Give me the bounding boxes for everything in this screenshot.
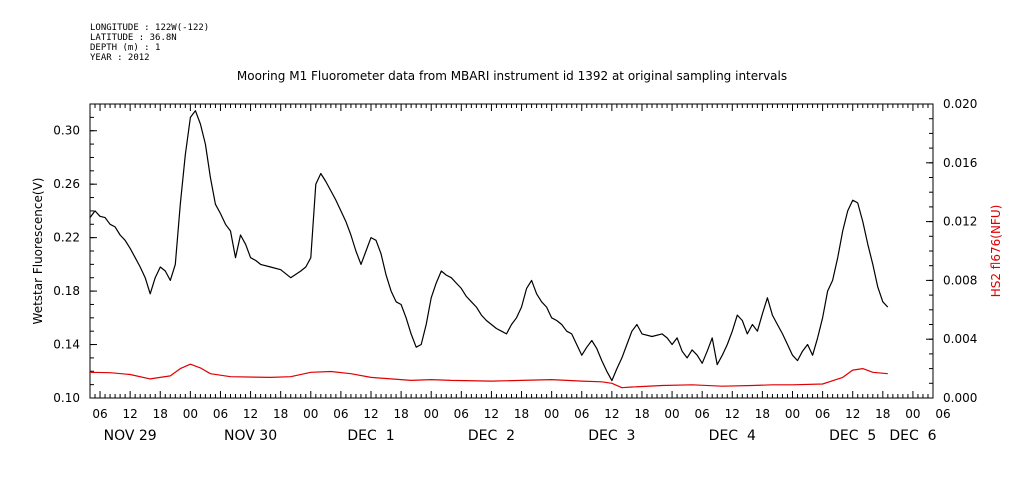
x-hour-tick-label: 12 [845, 407, 860, 421]
series-line-wetstar [89, 110, 889, 382]
x-day-label: DEC 6 [889, 428, 936, 444]
series-lines [89, 110, 889, 389]
x-hour-tick-label: 12 [363, 407, 378, 421]
x-hour-tick-label: 12 [484, 407, 499, 421]
x-hour-tick-label: 18 [514, 407, 529, 421]
x-day-label: NOV 29 [104, 428, 157, 444]
y-right-tick-label: 0.004 [943, 332, 977, 346]
x-hour-tick-label: 00 [544, 407, 559, 421]
x-day-label: DEC 2 [468, 428, 515, 444]
meta-longitude: LONGITUDE : 122W(-122) [90, 23, 209, 33]
x-hour-tick-label: 18 [755, 407, 770, 421]
metadata-block: LONGITUDE : 122W(-122) LATITUDE : 36.8N … [90, 23, 209, 63]
x-hour-tick-label: 06 [935, 407, 950, 421]
x-hour-tick-label: 18 [875, 407, 890, 421]
meta-depth: DEPTH (m) : 1 [90, 43, 160, 53]
x-hour-tick-label: 18 [273, 407, 288, 421]
y-left-tick-label: 0.18 [53, 284, 80, 298]
x-day-label: DEC 3 [588, 428, 635, 444]
x-hour-tick-label: 18 [153, 407, 168, 421]
x-hour-tick-label: 06 [815, 407, 830, 421]
y-left-tick-label: 0.14 [53, 338, 80, 352]
x-hour-tick-label: 00 [183, 407, 198, 421]
plot-frame [89, 103, 934, 399]
x-hour-tick-label: 12 [123, 407, 138, 421]
y-left-tick-label: 0.26 [53, 177, 80, 191]
x-hour-tick-label: 12 [725, 407, 740, 421]
x-hour-tick-label: 00 [424, 407, 439, 421]
x-hour-tick-label: 06 [213, 407, 228, 421]
y-right-tick-label: 0.012 [943, 215, 977, 229]
x-hour-tick-label: 18 [634, 407, 649, 421]
y-right-tick-label: 0.016 [943, 156, 977, 170]
y-left-tick-label: 0.22 [53, 231, 80, 245]
x-hour-tick-label: 06 [454, 407, 469, 421]
y-axis-left-label: Wetstar Fluorescence(V) [31, 178, 45, 325]
tick-labels: 06 12 18 00 06 12 18 00 06 12 18 00 06 12 18 00 06 12 18 00… [53, 97, 977, 444]
y-right-tick-label: 0.000 [943, 391, 977, 405]
x-hour-tick-label: 00 [785, 407, 800, 421]
x-hour-tick-label: 00 [303, 407, 318, 421]
series-line-hs2 [89, 363, 888, 389]
x-hour-tick-label: 12 [604, 407, 619, 421]
x-hour-tick-label: 12 [243, 407, 258, 421]
y-right-tick-label: 0.020 [943, 97, 977, 111]
x-hour-tick-label: 18 [393, 407, 408, 421]
axis-ticks [89, 103, 934, 399]
x-day-label: DEC 4 [709, 428, 756, 444]
x-day-label: DEC 1 [347, 428, 394, 444]
y-left-tick-label: 0.10 [53, 391, 80, 405]
x-day-label: NOV 30 [224, 428, 277, 444]
y-left-tick-label: 0.30 [53, 124, 80, 138]
y-right-tick-label: 0.008 [943, 273, 977, 287]
x-day-label: DEC 5 [829, 428, 876, 444]
meta-year: YEAR : 2012 [90, 53, 150, 63]
x-hour-tick-label: 06 [574, 407, 589, 421]
y-axis-right-label: HS2 fl676(NFU) [989, 205, 1003, 298]
x-hour-tick-label: 06 [92, 407, 107, 421]
meta-latitude: LATITUDE : 36.8N [90, 33, 177, 43]
chart-title: Mooring M1 Fluorometer data from MBARI i… [237, 69, 787, 83]
x-hour-tick-label: 00 [664, 407, 679, 421]
x-hour-tick-label: 06 [333, 407, 348, 421]
x-hour-tick-label: 06 [695, 407, 710, 421]
x-hour-tick-label: 00 [905, 407, 920, 421]
